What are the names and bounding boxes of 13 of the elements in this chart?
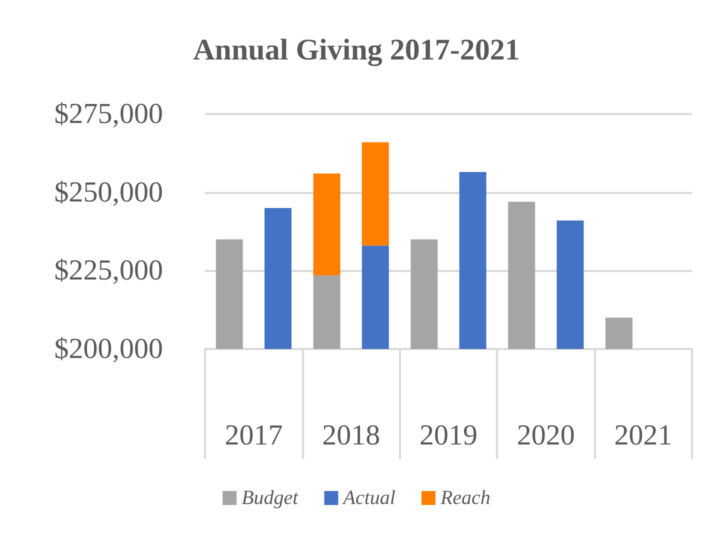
x-tick-label: 2017 xyxy=(224,420,283,452)
chart-title: Annual Giving 2017-2021 xyxy=(193,34,520,66)
x-tick-label: 2018 xyxy=(322,420,380,452)
legend-label: Budget xyxy=(242,487,299,509)
x-tick-label: 2019 xyxy=(420,420,478,452)
y-tick-label: $200,000 xyxy=(54,333,163,365)
y-tick-label: $250,000 xyxy=(54,176,163,208)
legend-label: Actual xyxy=(341,487,396,509)
y-tick-label: $225,000 xyxy=(54,254,163,287)
y-tick-label: $275,000 xyxy=(54,98,163,130)
legend-label: Reach xyxy=(439,487,490,509)
x-tick-label: 2020 xyxy=(516,420,575,452)
x-tick-label: 2021 xyxy=(614,420,672,452)
